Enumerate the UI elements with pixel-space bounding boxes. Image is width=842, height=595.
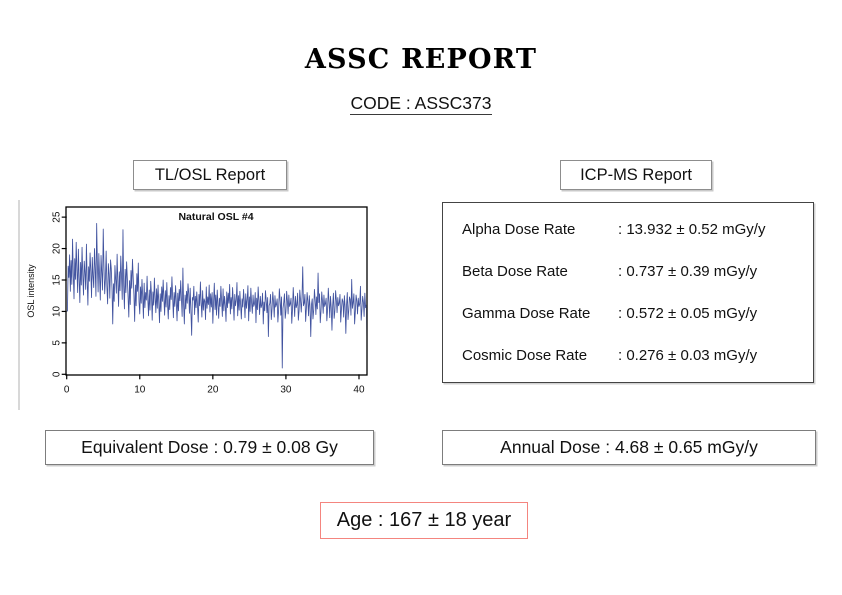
equivalent-dose-value: Equivalent Dose : 0.79 ± 0.08 Gy [81, 437, 338, 457]
y-axis-tick-label: 15 [51, 274, 62, 286]
table-row: Alpha Dose Rate : 13.932 ± 0.52 mGy/y [443, 211, 813, 249]
x-axis-tick-label: 30 [280, 384, 292, 395]
table-row: Beta Dose Rate : 0.737 ± 0.39 mGy/y [443, 253, 813, 291]
dose-rate-label: Gamma Dose Rate [462, 304, 591, 322]
chart-canvas: 0 5 10 15 20 25 0 10 20 30 40 OSL intensity Natur… [26, 206, 368, 395]
page-title: ASSC REPORT [304, 44, 538, 75]
dose-rate-value: : 0.737 ± 0.39 mGy/y [618, 263, 758, 281]
y-axis-tick-label: 10 [51, 305, 62, 317]
equivalent-dose-box: Equivalent Dose : 0.79 ± 0.08 Gy [45, 430, 374, 465]
section-header-tl-osl[interactable]: TL/OSL Report [133, 160, 287, 190]
annual-dose-box: Annual Dose : 4.68 ± 0.65 mGy/y [442, 430, 816, 465]
chart-title: Natural OSL #4 [178, 211, 253, 223]
y-axis-title: OSL intensity [26, 264, 36, 318]
x-axis-tick-label: 20 [207, 384, 219, 395]
y-axis-tick-label: 25 [51, 211, 62, 223]
table-row: Gamma Dose Rate : 0.572 ± 0.05 mGy/y [443, 294, 813, 332]
plot-frame [65, 206, 368, 376]
annual-dose-value: Annual Dose : 4.68 ± 0.65 mGy/y [500, 437, 758, 457]
x-axis-tick-label: 40 [353, 384, 365, 395]
report-code-text: CODE : ASSC373 [350, 93, 492, 115]
y-axis: 0 5 10 15 20 25 [51, 211, 67, 377]
icp-ms-dose-rate-table: Alpha Dose Rate : 13.932 ± 0.52 mGy/y Be… [442, 202, 814, 383]
x-axis: 0 10 20 30 40 [64, 374, 365, 395]
section-header-icp-ms-label: ICP-MS Report [580, 165, 692, 184]
age-result-box: Age : 167 ± 18 year [320, 502, 528, 539]
dose-rate-value: : 0.572 ± 0.05 mGy/y [618, 304, 758, 322]
table-row: Cosmic Dose Rate : 0.276 ± 0.03 mGy/y [443, 336, 813, 374]
dose-rate-value: : 0.276 ± 0.03 mGy/y [618, 346, 758, 364]
dose-rate-label: Cosmic Dose Rate [462, 346, 588, 364]
section-header-tl-osl-label: TL/OSL Report [154, 165, 266, 184]
dose-rate-value: : 13.932 ± 0.52 mGy/y [618, 221, 766, 239]
section-header-icp-ms[interactable]: ICP-MS Report [560, 160, 712, 190]
osl-intensity-line [67, 222, 367, 369]
y-axis-tick-label: 20 [51, 243, 62, 255]
report-code: CODE : ASSC373 [0, 93, 842, 115]
dose-rate-label: Beta Dose Rate [462, 263, 568, 281]
x-axis-tick-label: 10 [134, 384, 146, 395]
x-axis-tick-label: 0 [64, 384, 70, 395]
osl-decay-chart: 0 5 10 15 20 25 0 10 20 30 40 OSL intensity Natur… [16, 196, 376, 412]
y-axis-tick-label: 0 [51, 371, 62, 377]
y-axis-tick-label: 5 [51, 340, 62, 346]
age-value: Age : 167 ± 18 year [336, 509, 512, 531]
chart-left-border-artifact [18, 200, 20, 410]
dose-rate-label: Alpha Dose Rate [462, 221, 576, 239]
